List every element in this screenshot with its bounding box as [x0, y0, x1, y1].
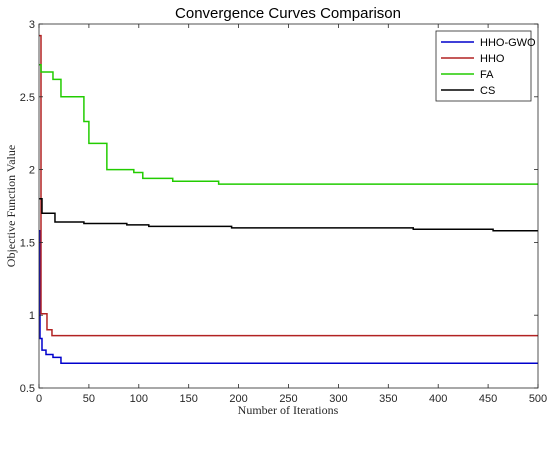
x-tick-label: 200: [229, 393, 247, 405]
legend-label: FA: [480, 69, 494, 81]
y-tick-label: 2: [29, 165, 35, 177]
x-tick-label: 50: [83, 393, 95, 405]
legend-label: CS: [480, 85, 495, 97]
series-line-3: [39, 197, 538, 232]
x-tick-label: 100: [130, 393, 148, 405]
x-tick-label: 500: [529, 393, 547, 405]
x-tick-label: 350: [379, 393, 397, 405]
legend-label: HHO: [480, 53, 505, 65]
series-line-1: [39, 34, 538, 337]
x-tick-label: 400: [429, 393, 447, 405]
series-layer: [39, 34, 538, 364]
y-tick-label: 1.5: [20, 237, 35, 249]
legend-label: HHO-GWO: [480, 37, 536, 49]
series-line-0: [39, 230, 538, 364]
x-tick-label: 150: [180, 393, 198, 405]
y-tick-label: 2.5: [20, 92, 35, 104]
axes-layer: 0 50 100 150 200 250 300 350 400 450 500 0.5 1 1.5 2 2.…: [20, 19, 547, 405]
series-line-2: [39, 64, 538, 185]
y-tick-label: 1: [29, 310, 35, 322]
y-tick-label: 3: [29, 19, 35, 31]
legend: HHO-GWO HHO FA CS: [435, 30, 536, 102]
y-axis-label: Objective Function Value: [4, 145, 18, 267]
x-tick-label: 300: [329, 393, 347, 405]
chart-title: Convergence Curves Comparison: [175, 5, 401, 22]
x-tick-label: 250: [279, 393, 297, 405]
x-tick-label: 0: [36, 393, 42, 405]
x-axis-label: Number of Iterations: [238, 403, 339, 417]
x-tick-label: 450: [479, 393, 497, 405]
y-tick-label: 0.5: [20, 383, 35, 395]
